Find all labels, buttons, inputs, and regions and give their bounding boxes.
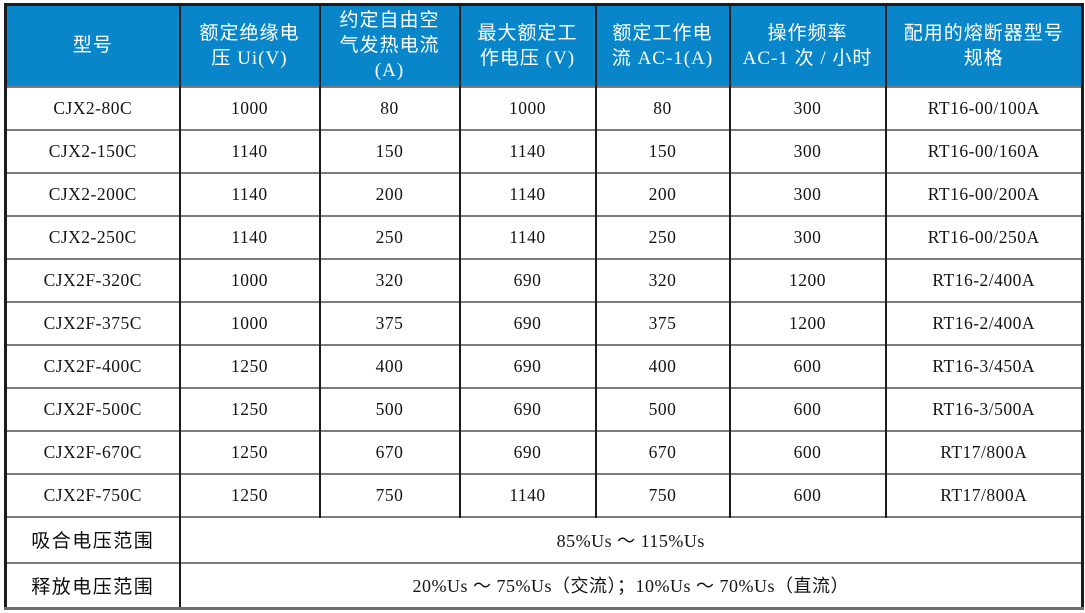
- column-header-max-working-voltage: 最大额定工 作电压 (V): [458, 4, 596, 87]
- value-cell: 80: [318, 85, 460, 130]
- value-cell: 1250: [178, 386, 320, 431]
- table-row: CJX2-200C 1140 200 1140 200 300 RT16-00/…: [5, 171, 1083, 216]
- model-cell: CJX2F-400C: [5, 343, 180, 388]
- model-cell: CJX2F-670C: [5, 429, 180, 474]
- value-cell: 1140: [458, 171, 596, 216]
- column-header-thermal-current: 约定自由空 气发热电流 (A): [318, 4, 460, 87]
- value-cell: 690: [458, 257, 596, 302]
- value-cell: 375: [594, 300, 730, 345]
- value-cell: 80: [594, 85, 730, 130]
- value-cell: 1000: [458, 85, 596, 130]
- value-cell: 300: [728, 171, 886, 216]
- column-header-operating-frequency: 操作频率 AC-1 次 / 小时: [728, 4, 886, 87]
- value-cell: 300: [728, 85, 886, 130]
- table-row: CJX2F-500C 1250 500 690 500 600 RT16-3/5…: [5, 386, 1083, 431]
- value-cell: 1250: [178, 429, 320, 474]
- column-header-insulation-voltage: 额定绝缘电 压 Ui(V): [178, 4, 320, 87]
- value-cell: 600: [728, 429, 886, 474]
- table-row: CJX2F-670C 1250 670 690 670 600 RT17/800…: [5, 429, 1083, 474]
- value-cell: 1140: [458, 472, 596, 517]
- table-row: CJX2-250C 1140 250 1140 250 300 RT16-00/…: [5, 214, 1083, 259]
- model-cell: CJX2F-375C: [5, 300, 180, 345]
- value-cell: 600: [728, 472, 886, 517]
- value-cell: 750: [594, 472, 730, 517]
- table-row: CJX2F-320C 1000 320 690 320 1200 RT16-2/…: [5, 257, 1083, 302]
- model-cell: CJX2-250C: [5, 214, 180, 259]
- footer-value-cell: 20%Us ～ 75%Us（交流）；10%Us ～ 70%Us（直流）: [178, 561, 1083, 609]
- value-cell: 1000: [178, 85, 320, 130]
- value-cell: 400: [318, 343, 460, 388]
- value-cell: 750: [318, 472, 460, 517]
- value-cell: 1140: [178, 214, 320, 259]
- value-cell: 690: [458, 343, 596, 388]
- value-cell: 300: [728, 128, 886, 173]
- fuse-cell: RT16-00/250A: [884, 214, 1083, 259]
- value-cell: 250: [318, 214, 460, 259]
- value-cell: 1250: [178, 472, 320, 517]
- contactor-spec-table: 型号 额定绝缘电 压 Ui(V) 约定自由空 气发热电流 (A) 最大额定工 作…: [4, 3, 1084, 610]
- fuse-cell: RT16-00/200A: [884, 171, 1083, 216]
- model-cell: CJX2-80C: [5, 85, 180, 130]
- value-cell: 1250: [178, 343, 320, 388]
- value-cell: 1200: [728, 257, 886, 302]
- value-cell: 670: [594, 429, 730, 474]
- table-row: CJX2F-400C 1250 400 690 400 600 RT16-3/4…: [5, 343, 1083, 388]
- table-row: CJX2F-750C 1250 750 1140 750 600 RT17/80…: [5, 472, 1083, 517]
- model-cell: CJX2F-320C: [5, 257, 180, 302]
- value-cell: 690: [458, 429, 596, 474]
- value-cell: 1000: [178, 300, 320, 345]
- value-cell: 1200: [728, 300, 886, 345]
- value-cell: 150: [318, 128, 460, 173]
- footer-label-cell: 吸合电压范围: [5, 515, 180, 563]
- fuse-cell: RT17/800A: [884, 472, 1083, 517]
- footer-label-cell: 释放电压范围: [5, 561, 180, 609]
- table-row: CJX2-80C 1000 80 1000 80 300 RT16-00/100…: [5, 85, 1083, 130]
- column-header-rated-current: 额定工作电 流 AC-1(A): [594, 4, 730, 87]
- header-row: 型号 额定绝缘电 压 Ui(V) 约定自由空 气发热电流 (A) 最大额定工 作…: [5, 4, 1083, 87]
- model-cell: CJX2-150C: [5, 128, 180, 173]
- fuse-cell: RT16-2/400A: [884, 257, 1083, 302]
- value-cell: 320: [594, 257, 730, 302]
- value-cell: 670: [318, 429, 460, 474]
- table-row: CJX2F-375C 1000 375 690 375 1200 RT16-2/…: [5, 300, 1083, 345]
- pickup-voltage-row: 吸合电压范围 85%Us ～ 115%Us: [5, 515, 1083, 563]
- value-cell: 250: [594, 214, 730, 259]
- footer-value-cell: 85%Us ～ 115%Us: [178, 515, 1083, 563]
- fuse-cell: RT16-3/500A: [884, 386, 1083, 431]
- model-cell: CJX2F-500C: [5, 386, 180, 431]
- table-row: CJX2-150C 1140 150 1140 150 300 RT16-00/…: [5, 128, 1083, 173]
- fuse-cell: RT16-2/400A: [884, 300, 1083, 345]
- fuse-cell: RT16-3/450A: [884, 343, 1083, 388]
- release-voltage-row: 释放电压范围 20%Us ～ 75%Us（交流）；10%Us ～ 70%Us（直…: [5, 561, 1083, 609]
- fuse-cell: RT17/800A: [884, 429, 1083, 474]
- value-cell: 300: [728, 214, 886, 259]
- column-header-model: 型号: [5, 4, 180, 87]
- value-cell: 1140: [458, 128, 596, 173]
- value-cell: 375: [318, 300, 460, 345]
- value-cell: 1140: [178, 128, 320, 173]
- fuse-cell: RT16-00/100A: [884, 85, 1083, 130]
- value-cell: 1140: [458, 214, 596, 259]
- value-cell: 1000: [178, 257, 320, 302]
- model-cell: CJX2-200C: [5, 171, 180, 216]
- fuse-cell: RT16-00/160A: [884, 128, 1083, 173]
- value-cell: 200: [594, 171, 730, 216]
- value-cell: 600: [728, 386, 886, 431]
- table-body: CJX2-80C 1000 80 1000 80 300 RT16-00/100…: [5, 85, 1083, 609]
- value-cell: 600: [728, 343, 886, 388]
- value-cell: 150: [594, 128, 730, 173]
- table-header: 型号 额定绝缘电 压 Ui(V) 约定自由空 气发热电流 (A) 最大额定工 作…: [5, 4, 1083, 87]
- value-cell: 1140: [178, 171, 320, 216]
- value-cell: 400: [594, 343, 730, 388]
- value-cell: 200: [318, 171, 460, 216]
- value-cell: 690: [458, 386, 596, 431]
- value-cell: 320: [318, 257, 460, 302]
- column-header-fuse-type: 配用的熔断器型号 规格: [884, 4, 1083, 87]
- value-cell: 690: [458, 300, 596, 345]
- model-cell: CJX2F-750C: [5, 472, 180, 517]
- value-cell: 500: [318, 386, 460, 431]
- value-cell: 500: [594, 386, 730, 431]
